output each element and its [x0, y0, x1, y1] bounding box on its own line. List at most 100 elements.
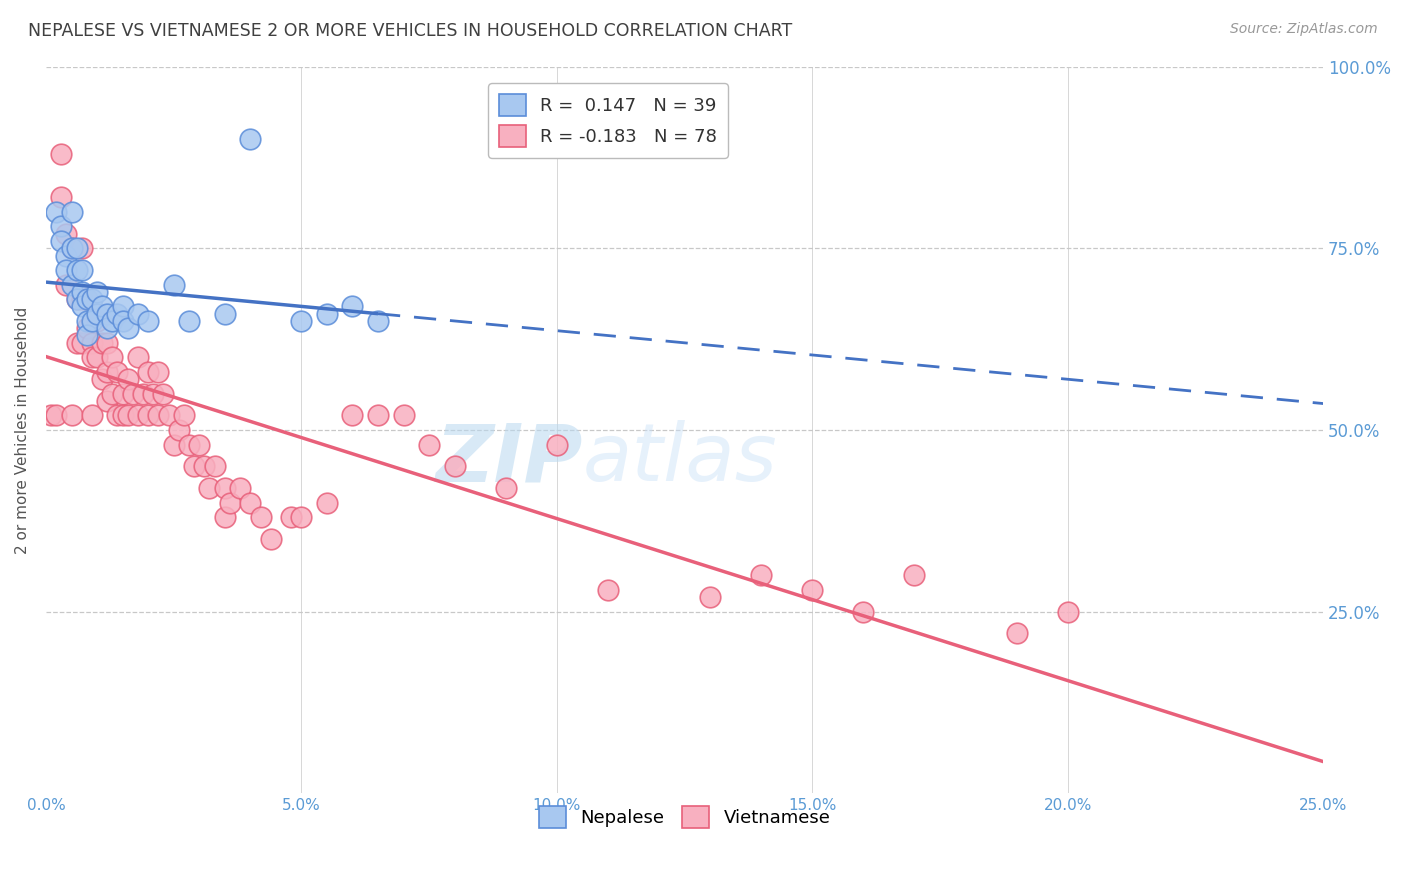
Point	[65, 292, 87, 306]
Point	[101, 386, 124, 401]
Point	[111, 300, 134, 314]
Point	[70, 300, 93, 314]
Point	[239, 132, 262, 146]
Point	[70, 285, 93, 299]
Point	[229, 481, 252, 495]
Point	[148, 365, 170, 379]
Point	[80, 314, 103, 328]
Point	[65, 292, 87, 306]
Point	[101, 314, 124, 328]
Point	[111, 409, 134, 423]
Point	[86, 285, 108, 299]
Point	[127, 409, 149, 423]
Point	[51, 234, 73, 248]
Point	[91, 300, 114, 314]
Point	[316, 496, 339, 510]
Point	[183, 459, 205, 474]
Point	[177, 314, 200, 328]
Point	[1056, 605, 1078, 619]
Point	[65, 263, 87, 277]
Point	[157, 409, 180, 423]
Point	[367, 314, 389, 328]
Point	[76, 328, 98, 343]
Point	[76, 292, 98, 306]
Point	[193, 459, 215, 474]
Point	[342, 300, 364, 314]
Point	[699, 590, 721, 604]
Point	[148, 409, 170, 423]
Point	[80, 335, 103, 350]
Point	[214, 481, 236, 495]
Point	[749, 568, 772, 582]
Point	[111, 386, 134, 401]
Point	[60, 277, 83, 292]
Point	[142, 386, 165, 401]
Point	[76, 314, 98, 328]
Point	[96, 393, 118, 408]
Point	[91, 372, 114, 386]
Text: Source: ZipAtlas.com: Source: ZipAtlas.com	[1230, 22, 1378, 37]
Point	[55, 263, 77, 277]
Point	[852, 605, 875, 619]
Y-axis label: 2 or more Vehicles in Household: 2 or more Vehicles in Household	[15, 306, 30, 554]
Point	[80, 292, 103, 306]
Text: ZIP: ZIP	[434, 420, 582, 498]
Point	[51, 190, 73, 204]
Point	[316, 307, 339, 321]
Point	[39, 409, 62, 423]
Point	[214, 307, 236, 321]
Point	[76, 292, 98, 306]
Point	[443, 459, 465, 474]
Point	[903, 568, 925, 582]
Point	[60, 241, 83, 255]
Point	[76, 321, 98, 335]
Point	[177, 437, 200, 451]
Point	[173, 409, 195, 423]
Point	[167, 423, 190, 437]
Point	[96, 307, 118, 321]
Point	[121, 386, 143, 401]
Point	[495, 481, 517, 495]
Point	[290, 314, 312, 328]
Point	[367, 409, 389, 423]
Point	[152, 386, 174, 401]
Point	[342, 409, 364, 423]
Point	[163, 277, 186, 292]
Point	[136, 365, 159, 379]
Point	[65, 241, 87, 255]
Point	[117, 321, 139, 335]
Point	[546, 437, 568, 451]
Text: NEPALESE VS VIETNAMESE 2 OR MORE VEHICLES IN HOUSEHOLD CORRELATION CHART: NEPALESE VS VIETNAMESE 2 OR MORE VEHICLE…	[28, 22, 793, 40]
Point	[1005, 626, 1028, 640]
Point	[51, 219, 73, 234]
Legend: Nepalese, Vietnamese: Nepalese, Vietnamese	[531, 798, 838, 835]
Point	[219, 496, 242, 510]
Point	[80, 351, 103, 365]
Point	[96, 321, 118, 335]
Point	[127, 351, 149, 365]
Point	[418, 437, 440, 451]
Point	[801, 582, 824, 597]
Point	[55, 277, 77, 292]
Point	[45, 409, 67, 423]
Point	[51, 146, 73, 161]
Point	[239, 496, 262, 510]
Point	[132, 386, 155, 401]
Point	[70, 241, 93, 255]
Point	[107, 365, 129, 379]
Point	[127, 307, 149, 321]
Point	[249, 510, 271, 524]
Point	[86, 351, 108, 365]
Point	[60, 409, 83, 423]
Point	[60, 241, 83, 255]
Point	[280, 510, 302, 524]
Point	[136, 314, 159, 328]
Text: atlas: atlas	[582, 420, 778, 498]
Point	[86, 307, 108, 321]
Point	[214, 510, 236, 524]
Point	[117, 409, 139, 423]
Point	[596, 582, 619, 597]
Point	[65, 335, 87, 350]
Point	[96, 365, 118, 379]
Point	[55, 227, 77, 241]
